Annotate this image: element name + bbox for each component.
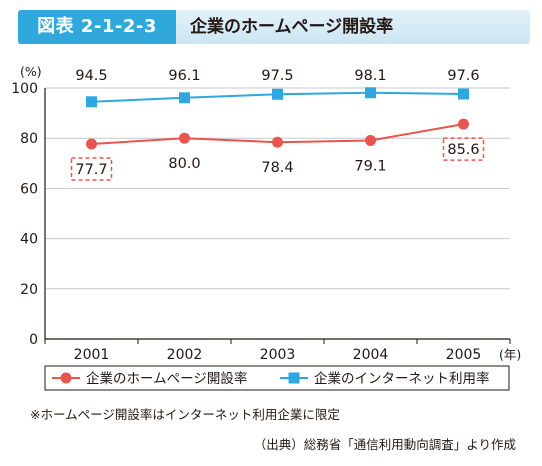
- x-unit-label: (年): [499, 347, 521, 362]
- data-label: 77.7: [75, 162, 107, 178]
- y-unit-label: (%): [20, 64, 42, 79]
- data-label: 80.0: [168, 156, 200, 172]
- data-point: [272, 88, 283, 100]
- data-label: 97.5: [261, 68, 293, 84]
- legend-label: 企業のインターネット利用率: [314, 370, 490, 387]
- y-tick-label: 0: [29, 332, 38, 348]
- data-point: [365, 87, 376, 99]
- legend-marker: [60, 372, 72, 384]
- data-point: [458, 118, 469, 130]
- figure-title: 企業のホームページ開設率: [190, 17, 394, 37]
- y-tick-label: 80: [20, 131, 38, 147]
- data-point: [458, 88, 469, 100]
- x-tick-label: 2002: [167, 347, 203, 363]
- data-label: 96.1: [168, 68, 200, 84]
- data-label: 94.5: [75, 68, 107, 84]
- legend-marker: [288, 372, 300, 384]
- legend-box: [44, 365, 510, 391]
- data-point: [365, 134, 376, 146]
- footnote: ※ホームページ開設率はインターネット利用企業に限定: [30, 407, 340, 422]
- y-tick-label: 60: [20, 181, 38, 197]
- x-tick-label: 2004: [353, 347, 389, 363]
- data-label: 79.1: [354, 158, 386, 174]
- figure-header: 図表 2-1-2-3 企業のホームページ開設率: [18, 10, 530, 44]
- x-tick-label: 2003: [260, 347, 296, 363]
- legend-label: 企業のホームページ開設率: [86, 370, 247, 387]
- data-label: 78.4: [261, 160, 293, 176]
- x-tick-label: 2001: [74, 347, 110, 363]
- highlight-box: [70, 157, 113, 181]
- data-point: [179, 132, 190, 144]
- data-label: 97.6: [447, 68, 479, 84]
- data-point: [179, 92, 190, 104]
- data-label: 98.1: [354, 68, 386, 84]
- figure-number-badge: 図表 2-1-2-3: [18, 10, 176, 44]
- data-point: [272, 136, 283, 148]
- x-tick-label: 2005: [446, 347, 482, 363]
- y-tick-label: 100: [11, 81, 38, 97]
- highlight-box: [442, 137, 485, 161]
- data-point: [86, 138, 97, 150]
- y-tick-label: 40: [20, 232, 38, 248]
- data-point: [86, 96, 97, 108]
- data-label: 85.6: [447, 142, 479, 158]
- y-tick-label: 20: [20, 282, 38, 298]
- source-note: （出典）総務省「通信利用動向調査」より作成: [253, 437, 516, 452]
